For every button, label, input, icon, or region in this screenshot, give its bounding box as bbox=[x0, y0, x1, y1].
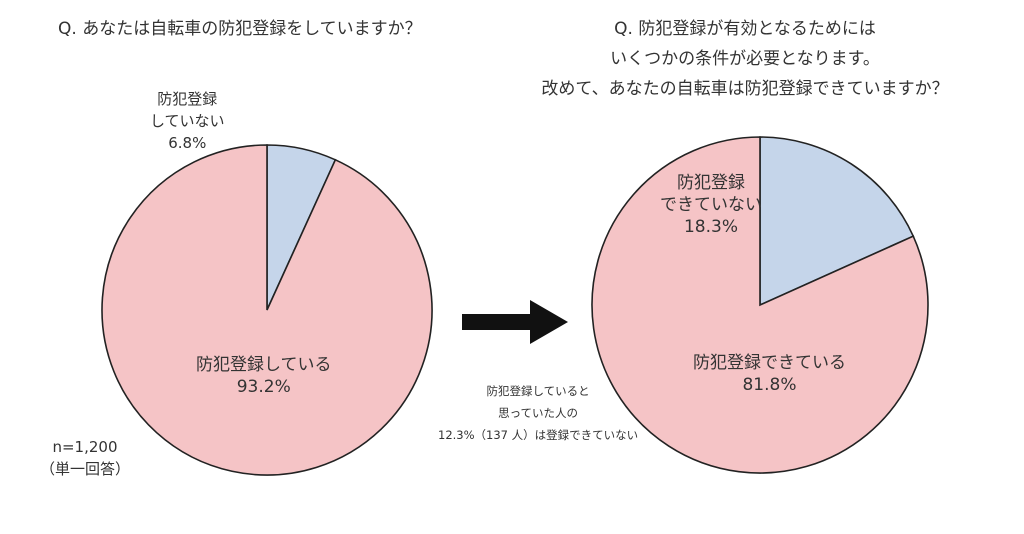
pie-chart-right bbox=[591, 136, 929, 474]
slice-label-right-not-registered: 防犯登録 できていない 18.3% bbox=[660, 173, 762, 237]
transition-note: 防犯登録していると 思っていた人の 12.3%（137 人）は登録できていない bbox=[438, 384, 639, 442]
pie-right-slice-0 bbox=[759, 136, 915, 307]
arrow-icon bbox=[462, 300, 568, 344]
sample-note: n=1,200 （単一回答） bbox=[40, 438, 131, 478]
question-left: Q. あなたは自転車の防犯登録をしていますか？ bbox=[58, 19, 422, 39]
question-right-line-1: Q. 防犯登録が有効となるためには bbox=[614, 19, 876, 39]
pie-left-slice-1 bbox=[101, 144, 433, 476]
question-right-line-2: いくつかの条件が必要となります。 bbox=[610, 49, 880, 69]
slice-label-left-registered: 防犯登録している 93.2% bbox=[196, 355, 332, 397]
slice-label-left-not-registered: 防犯登録 していない 6.8% bbox=[150, 90, 225, 152]
question-right-line-3: 改めて、あなたの自転車は防犯登録できていますか？ bbox=[541, 79, 949, 99]
pie-right-slice-1 bbox=[591, 136, 929, 474]
slice-label-right-registered: 防犯登録できている 81.8% bbox=[693, 353, 846, 395]
pie-chart-left bbox=[101, 144, 433, 476]
question-right: Q. 防犯登録が有効となるためには いくつかの条件が必要となります。 改めて、あ… bbox=[530, 14, 960, 104]
